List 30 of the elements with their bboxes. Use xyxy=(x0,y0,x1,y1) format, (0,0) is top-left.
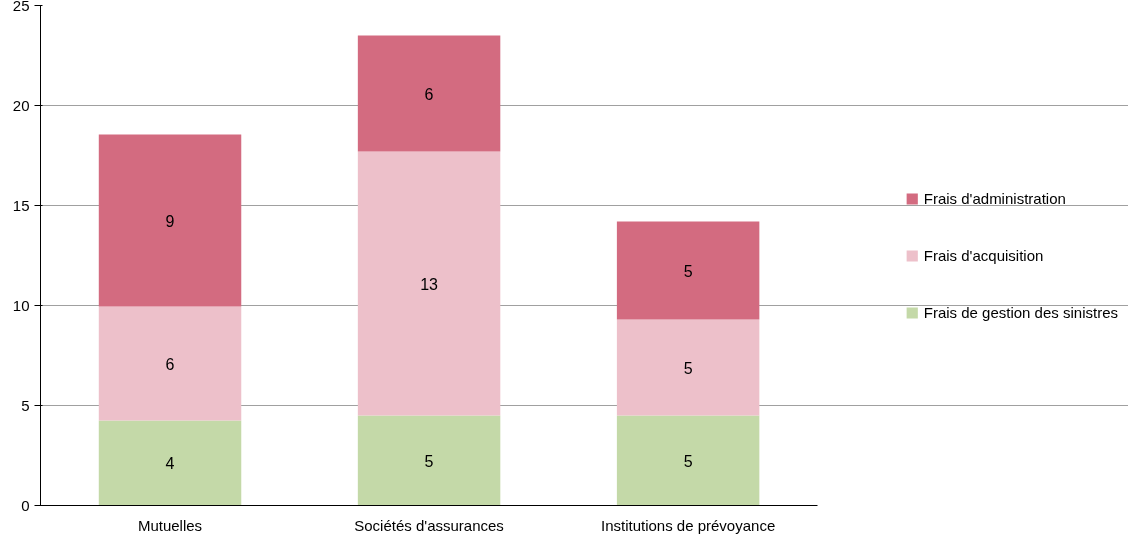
x-tick-label: Mutuelles xyxy=(137,516,203,534)
data-label: 4 xyxy=(165,455,175,472)
y-tick-label: 20 xyxy=(12,96,30,114)
y-tick-label: 25 xyxy=(12,0,30,14)
data-label: 5 xyxy=(683,359,693,377)
y-tick-label: 15 xyxy=(12,196,30,214)
y-tick-label: 0 xyxy=(21,496,30,514)
y-tick-label: 10 xyxy=(12,296,30,314)
bar xyxy=(616,221,760,320)
y-tick-label: 5 xyxy=(21,396,30,414)
data-label: 5 xyxy=(424,452,434,470)
bar xyxy=(98,134,242,307)
legend-label: Frais d'administration xyxy=(923,189,1066,207)
data-label: 5 xyxy=(683,262,693,280)
bar xyxy=(98,306,242,421)
bar xyxy=(357,35,501,152)
data-label: 13 xyxy=(420,275,439,293)
legend-label: Frais de gestion des sinistres xyxy=(923,303,1118,321)
bar xyxy=(357,415,501,506)
legend-label: Frais d'acquisition xyxy=(923,246,1044,264)
bar xyxy=(357,151,501,416)
data-label: 9 xyxy=(165,212,175,230)
bar xyxy=(616,415,760,506)
x-tick-label: Sociétés d'assurances xyxy=(354,516,504,534)
data-label: 5 xyxy=(683,452,693,470)
data-label: 6 xyxy=(165,355,175,373)
data-label: 6 xyxy=(424,85,434,103)
x-tick-label: Institutions de prévoyance xyxy=(600,516,776,534)
bar xyxy=(98,420,242,506)
bar xyxy=(616,319,760,416)
